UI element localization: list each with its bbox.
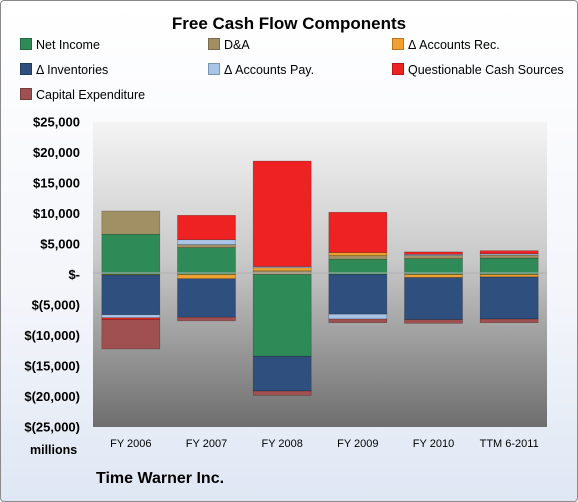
bar-segment bbox=[328, 252, 388, 256]
x-tick-label: TTM 6-2011 bbox=[480, 438, 539, 450]
y-tick-label: $(20,000) bbox=[24, 389, 80, 404]
legend-swatch bbox=[20, 63, 32, 75]
bar-segment bbox=[328, 258, 388, 275]
legend-label: Questionable Cash Sources bbox=[408, 63, 564, 77]
units-label: millions bbox=[30, 443, 78, 457]
bar-segment bbox=[252, 355, 312, 392]
bar-segment bbox=[101, 210, 161, 235]
bar-segment bbox=[328, 255, 388, 260]
bar-segment bbox=[177, 244, 236, 248]
bar-segment bbox=[252, 390, 312, 396]
bar-segment bbox=[101, 274, 161, 316]
legend-swatch bbox=[392, 63, 404, 75]
bar-segment bbox=[479, 254, 539, 259]
bar-segment bbox=[177, 239, 236, 245]
bar-segment bbox=[177, 316, 236, 322]
y-tick-label: $(15,000) bbox=[24, 359, 80, 374]
legend-swatch bbox=[208, 38, 220, 50]
bar-segment bbox=[328, 318, 388, 323]
bar-segment bbox=[404, 319, 463, 324]
legend-label: Δ Inventories bbox=[36, 63, 109, 77]
legend-item: Δ Inventories bbox=[20, 62, 108, 78]
legend-item: Questionable Cash Sources bbox=[392, 62, 564, 78]
y-tick-label: $- bbox=[68, 267, 80, 282]
bar-segment bbox=[479, 318, 539, 323]
bar-segment bbox=[404, 251, 463, 255]
bar-segment bbox=[101, 233, 161, 275]
bar-segment bbox=[479, 274, 539, 278]
bar-segment bbox=[177, 278, 236, 318]
y-tick-label: $25,000 bbox=[33, 115, 80, 130]
y-tick-label: $5,000 bbox=[40, 237, 80, 252]
x-tick-label: FY 2006 bbox=[110, 438, 151, 450]
x-tick-label: FY 2007 bbox=[186, 438, 227, 450]
bar-segment bbox=[101, 314, 161, 319]
bar-segment bbox=[252, 274, 312, 357]
legend-label: Δ Accounts Pay. bbox=[224, 63, 315, 77]
legend-label: D&A bbox=[224, 38, 250, 52]
y-tick-label: $10,000 bbox=[33, 206, 80, 221]
legend-swatch bbox=[392, 38, 404, 50]
y-tick-label: $(5,000) bbox=[32, 298, 80, 313]
legend-item: Δ Accounts Rec. bbox=[392, 37, 500, 53]
legend-label: Net Income bbox=[36, 38, 100, 52]
legend-label: Capital Expenditure bbox=[36, 88, 146, 102]
bar-segment bbox=[479, 276, 539, 320]
x-tick-label: FY 2009 bbox=[337, 438, 378, 450]
bar-segment bbox=[479, 250, 539, 255]
bar-segment bbox=[404, 277, 463, 320]
bar-segment bbox=[328, 313, 388, 320]
bar-segment bbox=[252, 160, 312, 267]
plot-area bbox=[93, 122, 547, 427]
bar-segment bbox=[404, 258, 463, 275]
bar-segment bbox=[479, 257, 539, 275]
bar-segment bbox=[101, 317, 161, 320]
y-tick-label: $20,000 bbox=[33, 145, 80, 160]
y-tick-label: $(10,000) bbox=[24, 328, 80, 343]
legend-label: Δ Accounts Rec. bbox=[408, 38, 500, 52]
chart-title: Free Cash Flow Components bbox=[171, 14, 407, 33]
legend-item: Net Income bbox=[20, 37, 100, 53]
company-name: Time Warner Inc. bbox=[96, 470, 225, 487]
legend-swatch bbox=[20, 38, 32, 50]
legend-swatch bbox=[20, 88, 32, 100]
legend-item: Capital Expenditure bbox=[20, 87, 145, 103]
bar-segment bbox=[177, 215, 236, 241]
bar-segment bbox=[252, 267, 312, 272]
bar-segment bbox=[404, 255, 463, 259]
y-tick-label: $15,000 bbox=[33, 176, 80, 191]
legend-item: Δ Accounts Pay. bbox=[208, 62, 314, 78]
bar-segment bbox=[328, 211, 388, 253]
bar-segment bbox=[177, 274, 236, 280]
legend-swatch bbox=[208, 63, 220, 75]
y-tick-label: $(25,000) bbox=[24, 420, 80, 435]
legend-item: D&A bbox=[208, 37, 250, 53]
bar-segment bbox=[101, 319, 161, 350]
bar-segment bbox=[404, 274, 463, 278]
bar-segment bbox=[177, 247, 236, 275]
x-tick-label: FY 2008 bbox=[261, 438, 302, 450]
bar-segment bbox=[328, 274, 388, 315]
x-tick-label: FY 2010 bbox=[413, 438, 454, 450]
